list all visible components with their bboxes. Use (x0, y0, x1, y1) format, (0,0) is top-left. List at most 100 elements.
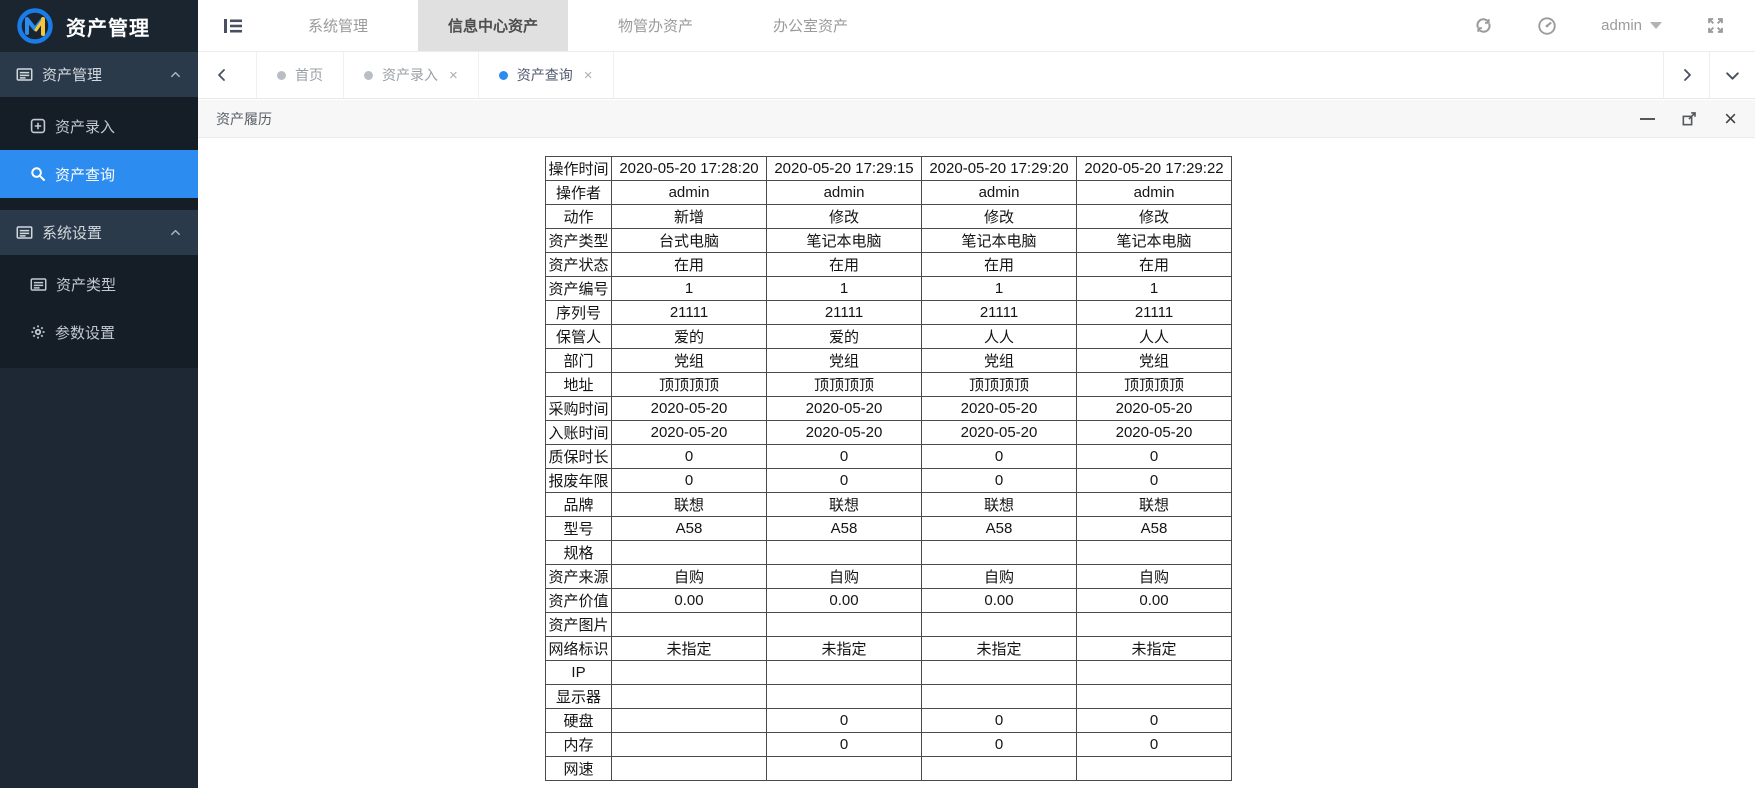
row-value (921, 756, 1077, 781)
row-value: 自购 (1076, 564, 1232, 589)
sidebar-item-1-1[interactable]: 参数设置 (0, 308, 198, 356)
row-label: 部门 (545, 348, 612, 373)
row-value: 2020-05-20 17:28:20 (611, 156, 767, 181)
row-value: 自购 (921, 564, 1077, 589)
panel-header: 资产履历 × (198, 100, 1755, 138)
row-value: 21111 (611, 300, 767, 325)
table-row: 网络标识 未指定 未指定 未指定 未指定 (545, 636, 1232, 661)
table-row: 入账时间 2020-05-20 2020-05-20 2020-05-20 2020-0… (545, 420, 1232, 445)
row-value: 21111 (766, 300, 922, 325)
asset-history-table: 操作时间 2020-05-20 17:28:20 2020-05-20 17:29:… (545, 156, 1232, 781)
sidebar-group-1[interactable]: 系统设置 (0, 210, 198, 255)
page-tab-0[interactable]: 首页 (256, 52, 344, 98)
row-value: 修改 (1076, 204, 1232, 229)
row-label: 操作者 (545, 180, 612, 205)
refresh-icon[interactable] (1474, 16, 1493, 35)
row-value: 修改 (921, 204, 1077, 229)
table-row: 资产类型 台式电脑 笔记本电脑 笔记本电脑 笔记本电脑 (545, 228, 1232, 253)
row-label: 入账时间 (545, 420, 612, 445)
sidebar-collapse-icon[interactable] (198, 0, 268, 51)
search-icon (30, 166, 46, 182)
sidebar-item-0-1[interactable]: 资产查询 (0, 150, 198, 198)
row-value: 爱的 (611, 324, 767, 349)
sidebar-group-0[interactable]: 资产管理 (0, 52, 198, 97)
row-value (611, 756, 767, 781)
page-tab-1[interactable]: 资产录入 × (343, 52, 479, 98)
row-value: 在用 (611, 252, 767, 277)
row-value (611, 660, 767, 685)
row-value: A58 (766, 516, 922, 541)
tabs-scroll-right-icon[interactable] (1663, 52, 1709, 98)
gear-icon (30, 324, 46, 340)
page-tabs: 首页 资产录入 × 资产查询 × (256, 52, 614, 98)
card-icon (30, 277, 47, 292)
row-value: 2020-05-20 (921, 420, 1077, 445)
row-value (1076, 660, 1232, 685)
row-value: 联想 (1076, 492, 1232, 517)
sidebar-item-label: 参数设置 (55, 324, 116, 342)
user-menu[interactable]: admin (1601, 17, 1662, 34)
row-value: 0 (766, 708, 922, 733)
top-header: 系统管理 信息中心资产 物管办资产 办公室资产 admin (198, 0, 1755, 52)
tabs-menu-icon[interactable] (1709, 52, 1755, 98)
table-row: 动作 新增 修改 修改 修改 (545, 204, 1232, 229)
row-value: 笔记本电脑 (766, 228, 922, 253)
app-logo-icon (17, 8, 53, 44)
row-value: 0 (921, 468, 1077, 493)
page-tab-2[interactable]: 资产查询 × (477, 52, 614, 98)
row-value: 修改 (766, 204, 922, 229)
row-value: 自购 (611, 564, 767, 589)
logo-row: 资产管理 (0, 0, 198, 52)
page-tab-label: 首页 (295, 67, 323, 83)
maximize-icon[interactable] (1681, 110, 1698, 127)
tab-dot-icon (277, 70, 286, 80)
fullscreen-icon[interactable] (1706, 16, 1725, 35)
close-icon[interactable]: × (1724, 105, 1737, 131)
table-row: 内存 0 0 0 (545, 732, 1232, 757)
row-value: 未指定 (611, 636, 767, 661)
row-value: 人人 (1076, 324, 1232, 349)
row-value: 台式电脑 (611, 228, 767, 253)
row-value: 0.00 (921, 588, 1077, 613)
row-value: 0.00 (766, 588, 922, 613)
row-label: 序列号 (545, 300, 612, 325)
sidebar-item-1-0[interactable]: 资产类型 (0, 260, 198, 308)
minimize-icon[interactable] (1640, 117, 1656, 120)
tab-close-icon[interactable]: × (583, 66, 593, 84)
row-value: 党组 (611, 348, 767, 373)
row-value: 0 (1076, 708, 1232, 733)
row-value: 联想 (921, 492, 1077, 517)
row-value (921, 660, 1077, 685)
table-row: 报废年限 0 0 0 0 (545, 468, 1232, 493)
row-value (766, 612, 922, 637)
row-value (1076, 540, 1232, 565)
row-value: 0 (1076, 468, 1232, 493)
row-value: 0.00 (611, 588, 767, 613)
tab-close-icon[interactable]: × (449, 66, 458, 84)
tabs-scroll-left-icon[interactable] (198, 52, 246, 98)
row-value (921, 540, 1077, 565)
dashboard-icon[interactable] (1537, 16, 1557, 36)
sidebar-item-label: 资产类型 (56, 276, 117, 294)
row-label: 资产图片 (545, 612, 612, 637)
row-value: 2020-05-20 17:29:22 (1076, 156, 1232, 181)
row-value: 0 (766, 444, 922, 469)
row-value (611, 612, 767, 637)
row-value: 2020-05-20 (1076, 420, 1232, 445)
row-value: admin (921, 180, 1077, 205)
row-value: 21111 (921, 300, 1077, 325)
nav-tab-2[interactable]: 物管办资产 (588, 0, 723, 51)
table-row: 资产价值 0.00 0.00 0.00 0.00 (545, 588, 1232, 613)
nav-tab-0[interactable]: 系统管理 (278, 0, 398, 51)
sidebar-item-0-0[interactable]: 资产录入 (0, 102, 198, 150)
sidebar-item-label: 资产录入 (55, 118, 116, 136)
table-row: 资产来源 自购 自购 自购 自购 (545, 564, 1232, 589)
row-value (611, 540, 767, 565)
row-label: 规格 (545, 540, 612, 565)
row-label: 报废年限 (545, 468, 612, 493)
row-value: 未指定 (921, 636, 1077, 661)
nav-tab-3[interactable]: 办公室资产 (743, 0, 878, 51)
tab-dot-icon (364, 70, 373, 80)
nav-tab-1[interactable]: 信息中心资产 (418, 0, 569, 51)
top-nav-tabs: 系统管理 信息中心资产 物管办资产 办公室资产 (268, 0, 888, 51)
